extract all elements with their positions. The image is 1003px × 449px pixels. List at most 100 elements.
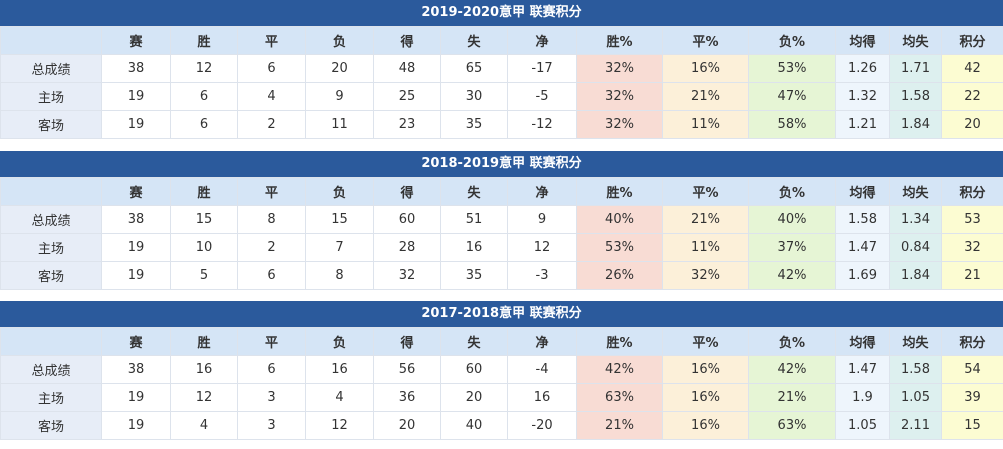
- data-cell: 21%: [748, 383, 836, 412]
- data-cell: 2: [237, 233, 306, 262]
- header-cell: 平: [237, 177, 306, 206]
- header-cell: 平%: [662, 177, 749, 206]
- data-cell: 25: [373, 82, 441, 111]
- data-cell: 32: [941, 233, 1003, 262]
- data-cell: 35: [440, 261, 508, 290]
- row-label: 客场: [0, 110, 102, 139]
- data-cell: 6: [237, 261, 306, 290]
- data-cell: 16%: [662, 411, 749, 440]
- data-cell: 9: [507, 205, 577, 234]
- data-cell: 42%: [576, 355, 663, 384]
- data-cell: 40%: [576, 205, 663, 234]
- table-block: 2019-2020意甲 联赛积分赛胜平负得失净胜% 平% 负% 均得 均失 积分 总成绩 38…: [0, 0, 1003, 139]
- data-cell: 1.58: [889, 82, 942, 111]
- row-label: 客场: [0, 261, 102, 290]
- data-cell: 56: [373, 355, 441, 384]
- header-row: 赛胜平负得失净胜% 平% 负% 均得 均失 积分: [0, 177, 1003, 206]
- header-row: 赛胜平负得失净胜% 平% 负% 均得 均失 积分: [0, 26, 1003, 55]
- header-cell: 积分: [941, 327, 1003, 356]
- header-cell: 平%: [662, 26, 749, 55]
- header-cell: [0, 327, 102, 356]
- data-cell: 51: [440, 205, 508, 234]
- data-cell: 32: [373, 261, 441, 290]
- stats-table: 赛胜平负得失净胜% 平% 负% 均得 均失 积分 总成绩 38 16 6 16 56 60 -4 42% 16…: [0, 327, 1003, 440]
- header-cell: 平: [237, 26, 306, 55]
- table-title: 2017-2018意甲 联赛积分: [0, 301, 1003, 327]
- data-row: 总成绩 38 15 8 15 60 51 9 40% 21% 40% 1.58 1.34 53: [0, 205, 1003, 234]
- data-cell: 7: [305, 233, 374, 262]
- data-cell: 1.26: [835, 54, 890, 83]
- header-cell: 赛: [101, 26, 171, 55]
- header-cell: [0, 26, 102, 55]
- header-cell: 失: [440, 327, 508, 356]
- table-title: 2019-2020意甲 联赛积分: [0, 0, 1003, 26]
- header-cell: 失: [440, 26, 508, 55]
- data-cell: 6: [170, 82, 238, 111]
- data-cell: 12: [170, 54, 238, 83]
- data-cell: 19: [101, 261, 171, 290]
- data-cell: 38: [101, 355, 171, 384]
- header-cell: 胜: [170, 327, 238, 356]
- data-cell: 1.47: [835, 233, 890, 262]
- data-cell: 3: [237, 411, 306, 440]
- header-cell: 得: [373, 26, 441, 55]
- data-cell: 11%: [662, 233, 749, 262]
- data-cell: 6: [170, 110, 238, 139]
- header-cell: 赛: [101, 177, 171, 206]
- header-cell: 均失: [889, 177, 942, 206]
- data-cell: -20: [507, 411, 577, 440]
- data-cell: 36: [373, 383, 441, 412]
- data-cell: 16%: [662, 54, 749, 83]
- data-cell: 12: [170, 383, 238, 412]
- header-cell: 得: [373, 327, 441, 356]
- data-cell: 32%: [576, 110, 663, 139]
- data-cell: 4: [237, 82, 306, 111]
- header-cell: 积分: [941, 177, 1003, 206]
- data-cell: 1.69: [835, 261, 890, 290]
- header-cell: 净: [507, 26, 577, 55]
- data-cell: 15: [941, 411, 1003, 440]
- header-cell: 负: [305, 177, 374, 206]
- row-label: 客场: [0, 411, 102, 440]
- header-cell: 负%: [748, 26, 836, 55]
- data-cell: 53%: [748, 54, 836, 83]
- data-cell: 2.11: [889, 411, 942, 440]
- header-cell: [0, 177, 102, 206]
- data-cell: 20: [941, 110, 1003, 139]
- data-cell: 16: [507, 383, 577, 412]
- header-cell: 胜: [170, 26, 238, 55]
- data-cell: 63%: [576, 383, 663, 412]
- data-cell: 12: [507, 233, 577, 262]
- data-cell: 11%: [662, 110, 749, 139]
- data-cell: -5: [507, 82, 577, 111]
- data-cell: 38: [101, 54, 171, 83]
- header-cell: 胜%: [576, 26, 663, 55]
- data-cell: -17: [507, 54, 577, 83]
- data-cell: 19: [101, 383, 171, 412]
- row-label: 总成绩: [0, 355, 102, 384]
- header-cell: 负: [305, 26, 374, 55]
- header-cell: 赛: [101, 327, 171, 356]
- data-cell: 42: [941, 54, 1003, 83]
- data-cell: 8: [305, 261, 374, 290]
- header-cell: 均得: [835, 327, 890, 356]
- header-row: 赛胜平负得失净胜% 平% 负% 均得 均失 积分: [0, 327, 1003, 356]
- data-cell: 19: [101, 110, 171, 139]
- data-cell: 1.34: [889, 205, 942, 234]
- data-cell: 9: [305, 82, 374, 111]
- header-cell: 负: [305, 327, 374, 356]
- data-cell: 42%: [748, 355, 836, 384]
- data-cell: 21%: [662, 205, 749, 234]
- data-cell: 1.71: [889, 54, 942, 83]
- header-cell: 均失: [889, 327, 942, 356]
- data-row: 客场 19 5 6 8 32 35 -3 26% 32% 42% 1.69 1.84 21: [0, 261, 1003, 290]
- header-cell: 净: [507, 177, 577, 206]
- data-cell: 47%: [748, 82, 836, 111]
- data-cell: 58%: [748, 110, 836, 139]
- data-cell: 60: [440, 355, 508, 384]
- data-cell: 53%: [576, 233, 663, 262]
- data-cell: 54: [941, 355, 1003, 384]
- stats-table: 赛胜平负得失净胜% 平% 负% 均得 均失 积分 总成绩 38 12 6 20 48 65 -17 32% 1…: [0, 26, 1003, 139]
- data-cell: 10: [170, 233, 238, 262]
